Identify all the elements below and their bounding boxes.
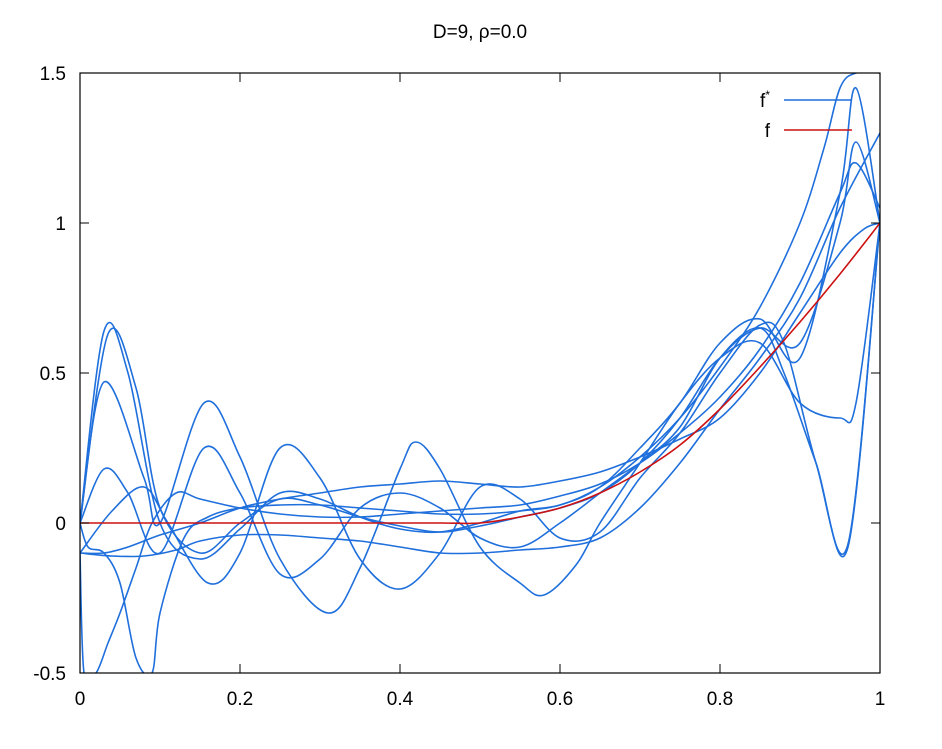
x-tick-label: 0.4	[387, 689, 414, 710]
legend-label-f: f	[765, 121, 771, 142]
x-tick-label: 0.6	[547, 689, 573, 710]
series-layer	[80, 73, 880, 673]
series-line-f-star-6	[80, 222, 880, 555]
series-line-f-star-8	[80, 161, 880, 673]
y-tick-label: 0.5	[40, 364, 66, 385]
series-line-f-star-4	[80, 222, 880, 579]
series-line-f-star-5	[80, 222, 880, 590]
ticks-layer: 0 0.2 0.4 0.6 0.8 1 -0.5 0 0.5 1 1.5	[33, 64, 885, 710]
y-tick-label: 1	[55, 214, 66, 235]
series-line-f-star-7	[80, 132, 880, 558]
y-tick-label: 1.5	[40, 64, 66, 85]
chart-title: D=9, ρ=0.0	[433, 22, 527, 43]
x-tick-label: 0	[75, 689, 86, 710]
legend: f* f	[760, 88, 852, 142]
series-line-f-star-2	[80, 141, 880, 554]
legend-label-f-star: f*	[760, 88, 770, 112]
series-line-f	[80, 222, 880, 525]
series-line-f-star-3	[80, 222, 880, 614]
x-tick-label: 0.8	[707, 689, 733, 710]
y-tick-label: 0	[55, 514, 66, 535]
y-tick-label: -0.5	[33, 664, 66, 685]
series-line-f-star-9	[80, 73, 880, 673]
series-line-f-star-1	[80, 87, 880, 560]
x-tick-label: 1	[875, 689, 886, 710]
x-tick-label: 0.2	[227, 689, 253, 710]
